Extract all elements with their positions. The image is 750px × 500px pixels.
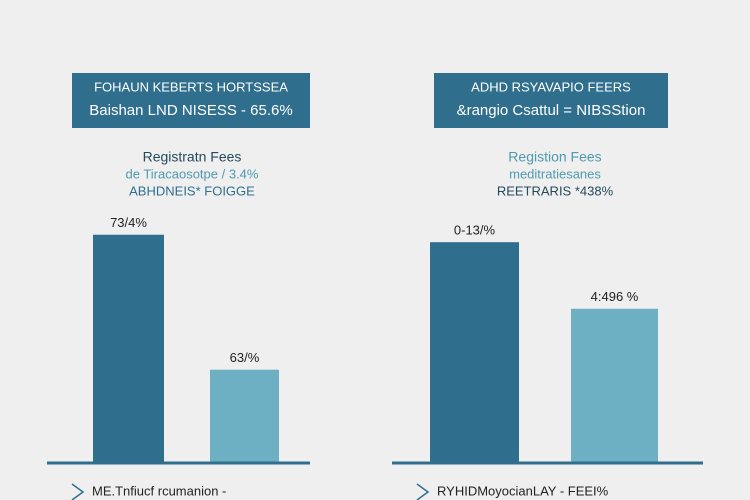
bar <box>430 242 519 463</box>
value-label: 73/4% <box>110 215 147 230</box>
value-label: 4:496 % <box>591 289 639 304</box>
subtitle: REETRARIS *438% <box>497 183 614 198</box>
title-box <box>434 73 668 128</box>
chart-title: Baishan LND NISESS - 65.6% <box>89 102 292 119</box>
title-box <box>72 73 310 128</box>
chart-title: &rangio Csattul = NIBSStion <box>457 102 646 119</box>
subtitle: meditratiesanes <box>509 166 601 181</box>
subtitle: Registratn Fees <box>143 149 242 165</box>
chart-title: ADHD RSYAVAPIO FEERS <box>471 79 631 94</box>
subtitle: de Tiracaosotpe / 3.4% <box>126 166 259 181</box>
caption: ME.Tnfiucf rcumanion - <box>92 483 226 498</box>
bar <box>93 234 164 463</box>
bar <box>571 308 658 463</box>
value-label: 0-13/% <box>454 223 496 238</box>
play-icon <box>416 483 430 500</box>
play-icon <box>71 483 85 500</box>
caption: RYHIDMoyocianLAY - FEEI% <box>437 483 609 498</box>
subtitle: ABHDNEIS* FOIGGE <box>129 183 255 198</box>
value-label: 63/% <box>230 350 260 365</box>
chart-title: FOHAUN KEBERTS HORTSSEA <box>94 79 288 94</box>
bar <box>210 369 279 463</box>
subtitle: Registion Fees <box>508 149 601 165</box>
